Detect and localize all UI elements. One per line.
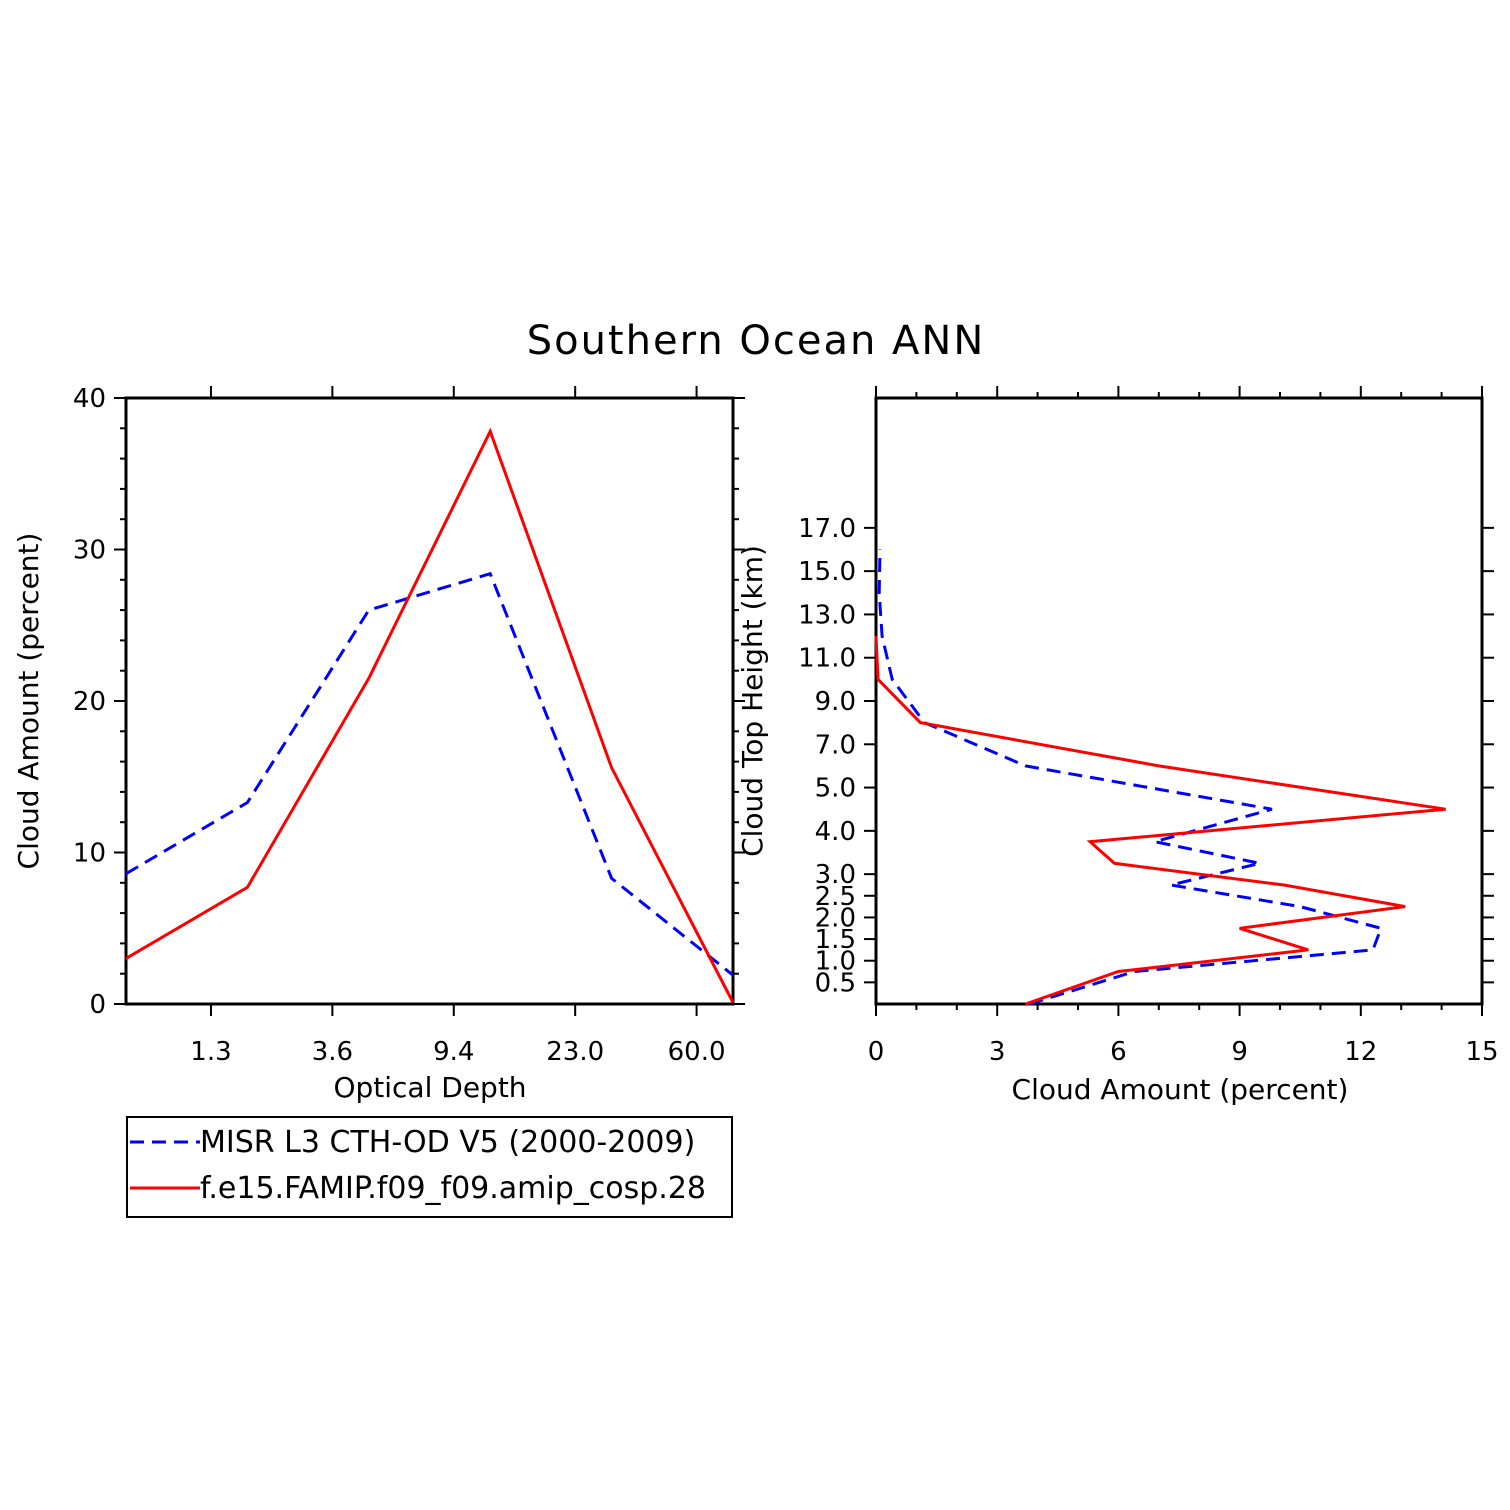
legend: MISR L3 CTH-OD V5 (2000-2009) f.e15.FAMI…	[126, 1116, 733, 1218]
right-y-tick-label: 2.0	[815, 903, 856, 933]
left-x-tick-label: 3.6	[312, 1037, 353, 1067]
right-y-tick-label: 11.0	[798, 644, 856, 674]
left-y-tick-label: 0	[89, 990, 106, 1020]
left-series-model-line	[125, 427, 735, 1004]
right-x-tick-label: 12	[1344, 1037, 1377, 1067]
left-y-axis-label: Cloud Amount (percent)	[12, 533, 45, 870]
left-y-tick-label: 10	[73, 839, 106, 869]
right-x-tick-label: 15	[1465, 1037, 1498, 1067]
right-y-tick-label: 3.0	[815, 860, 856, 890]
left-x-tick-label: 60.0	[668, 1037, 726, 1067]
left-panel: 0 10 20 30 40 1.3 3.6 9.4 23.0 60.0 Optical Depth C…	[12, 384, 745, 1104]
right-series-misr-line	[877, 549, 1383, 1006]
right-y-tick-label: 1.0	[815, 947, 856, 977]
legend-box	[126, 1116, 733, 1218]
right-series-model-line	[874, 636, 1446, 1006]
right-x-tick-label: 3	[989, 1037, 1006, 1067]
left-y-tick-label: 30	[73, 536, 106, 566]
right-x-tick-label: 6	[1110, 1037, 1127, 1067]
left-x-tick-label: 1.3	[190, 1037, 231, 1067]
right-x-axis-label: Cloud Amount (percent)	[1012, 1073, 1349, 1106]
left-y-tick-label: 40	[73, 384, 106, 414]
left-x-tick-label: 23.0	[546, 1037, 604, 1067]
right-y-tick-label: 7.0	[815, 730, 856, 760]
right-plot-frame	[874, 396, 1484, 1006]
right-y-tick-label: 13.0	[798, 600, 856, 630]
right-y-tick-label: 1.5	[815, 925, 856, 955]
left-series-misr-line	[125, 571, 734, 977]
right-y-tick-label: 17.0	[798, 514, 856, 544]
legend-label-misr: MISR L3 CTH-OD V5 (2000-2009)	[200, 1125, 695, 1160]
left-x-axis-label: Optical Depth	[333, 1071, 526, 1104]
right-y-axis-label: Cloud Top Height (km)	[736, 545, 769, 857]
right-x-tick-label: 9	[1231, 1037, 1248, 1067]
figure-title: Southern Ocean ANN	[527, 318, 986, 364]
right-y-tick-label: 2.5	[815, 882, 856, 912]
left-y-tick-label: 20	[73, 687, 106, 717]
legend-label-model: f.e15.FAMIP.f09_f09.amip_cosp.28	[200, 1171, 706, 1206]
left-x-tick-label: 9.4	[433, 1037, 474, 1067]
left-plot-frame	[124, 396, 735, 1006]
right-panel: 0 3 6 9 12 15 0.51.01.52.02.53.0 4.0 5.0 7.0 9.0 11…	[736, 386, 1499, 1106]
right-y-tick-label: 4.0	[815, 817, 856, 847]
right-y-tick-label: 9.0	[815, 687, 856, 717]
right-x-tick-label: 0	[868, 1037, 885, 1067]
right-y-tick-label: 0.5	[815, 968, 856, 998]
right-y-tick-label: 5.0	[815, 774, 856, 804]
right-y-tick-label: 15.0	[798, 557, 856, 587]
